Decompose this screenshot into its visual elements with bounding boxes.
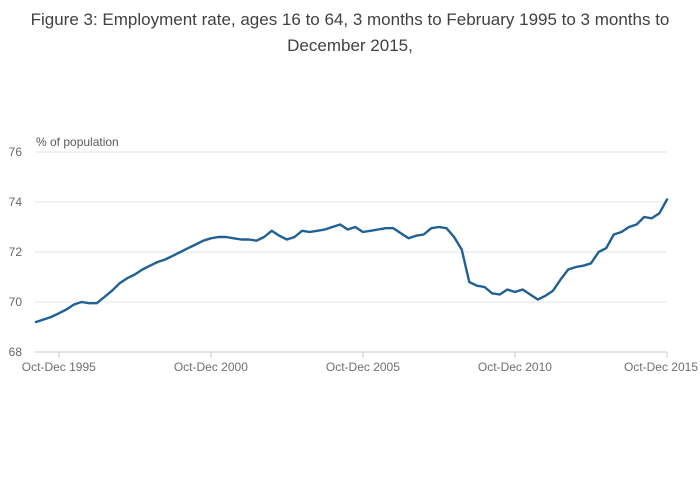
x-tick-label: Oct-Dec 1995 — [22, 360, 96, 374]
x-tick-label: Oct-Dec 2005 — [326, 360, 400, 374]
x-tick-label: Oct-Dec 2015 — [624, 360, 698, 374]
y-tick-label: 68 — [9, 345, 23, 359]
y-tick-label: 74 — [9, 195, 23, 209]
chart-title: Figure 3: Employment rate, ages 16 to 64… — [30, 10, 670, 55]
x-tick-label: Oct-Dec 2010 — [478, 360, 552, 374]
y-tick-label: 76 — [9, 145, 23, 159]
x-tick-label: Oct-Dec 2000 — [174, 360, 248, 374]
employment-rate-chart: 68 70 72 74 76 % of population Oct-Dec 1995 Oct… — [9, 135, 699, 374]
employment-rate-line — [34, 198, 669, 324]
y-axis-unit-label: % of population — [36, 135, 119, 149]
y-tick-label: 70 — [9, 295, 23, 309]
y-tick-label: 72 — [9, 245, 23, 259]
